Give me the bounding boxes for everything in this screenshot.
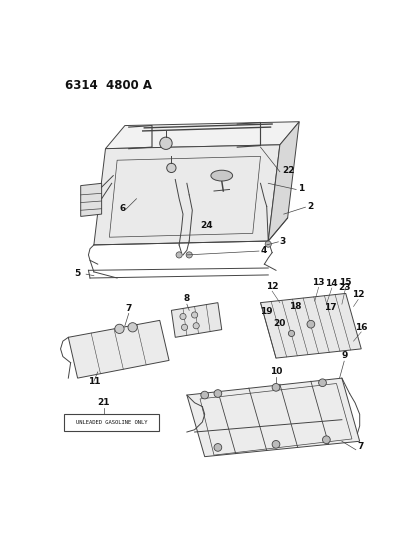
Text: 8: 8 bbox=[183, 294, 189, 303]
Polygon shape bbox=[105, 122, 299, 149]
Text: 16: 16 bbox=[354, 322, 366, 332]
Polygon shape bbox=[81, 183, 101, 216]
Text: 3: 3 bbox=[279, 237, 285, 246]
Text: 23: 23 bbox=[337, 282, 350, 292]
Text: 7: 7 bbox=[125, 304, 132, 313]
Circle shape bbox=[128, 322, 137, 332]
Circle shape bbox=[193, 322, 199, 329]
Text: 12: 12 bbox=[351, 290, 364, 299]
Circle shape bbox=[175, 252, 182, 258]
Circle shape bbox=[213, 443, 221, 451]
Polygon shape bbox=[267, 122, 299, 241]
Text: 18: 18 bbox=[288, 302, 301, 311]
Circle shape bbox=[181, 324, 187, 330]
Circle shape bbox=[166, 163, 175, 173]
Circle shape bbox=[322, 436, 329, 443]
Circle shape bbox=[186, 252, 192, 258]
Text: 10: 10 bbox=[269, 367, 281, 376]
Text: 19: 19 bbox=[260, 307, 272, 316]
Text: 14: 14 bbox=[325, 279, 337, 288]
Circle shape bbox=[272, 440, 279, 448]
Text: 12: 12 bbox=[265, 282, 278, 291]
Circle shape bbox=[213, 390, 221, 398]
FancyBboxPatch shape bbox=[64, 414, 159, 431]
Text: 13: 13 bbox=[312, 278, 324, 287]
Circle shape bbox=[306, 320, 314, 328]
Ellipse shape bbox=[210, 170, 232, 181]
Text: 1: 1 bbox=[297, 184, 303, 193]
Circle shape bbox=[318, 379, 326, 386]
Circle shape bbox=[191, 312, 197, 318]
Text: 24: 24 bbox=[200, 221, 212, 230]
Text: 2: 2 bbox=[306, 202, 312, 211]
Polygon shape bbox=[187, 378, 359, 457]
Text: 9: 9 bbox=[340, 351, 346, 360]
Text: 17: 17 bbox=[323, 303, 336, 312]
Text: 11: 11 bbox=[88, 376, 100, 385]
Circle shape bbox=[265, 241, 271, 247]
Text: 21: 21 bbox=[97, 398, 110, 407]
Text: 20: 20 bbox=[273, 319, 285, 328]
Text: 7: 7 bbox=[357, 442, 363, 451]
Text: 6: 6 bbox=[119, 204, 126, 213]
Text: UNLEADED GASOLINE ONLY: UNLEADED GASOLINE ONLY bbox=[76, 421, 147, 425]
Circle shape bbox=[160, 137, 172, 149]
Text: 15: 15 bbox=[339, 278, 351, 287]
Circle shape bbox=[180, 313, 186, 320]
Text: 4: 4 bbox=[260, 246, 266, 255]
Text: 5: 5 bbox=[74, 269, 81, 278]
Circle shape bbox=[288, 330, 294, 336]
Text: 22: 22 bbox=[281, 166, 294, 175]
Circle shape bbox=[200, 391, 208, 399]
Polygon shape bbox=[171, 303, 221, 337]
Circle shape bbox=[272, 384, 279, 391]
Circle shape bbox=[115, 324, 124, 334]
Polygon shape bbox=[68, 320, 169, 378]
Polygon shape bbox=[260, 294, 360, 358]
Text: 6314  4800 A: 6314 4800 A bbox=[65, 79, 152, 92]
Polygon shape bbox=[94, 145, 279, 245]
